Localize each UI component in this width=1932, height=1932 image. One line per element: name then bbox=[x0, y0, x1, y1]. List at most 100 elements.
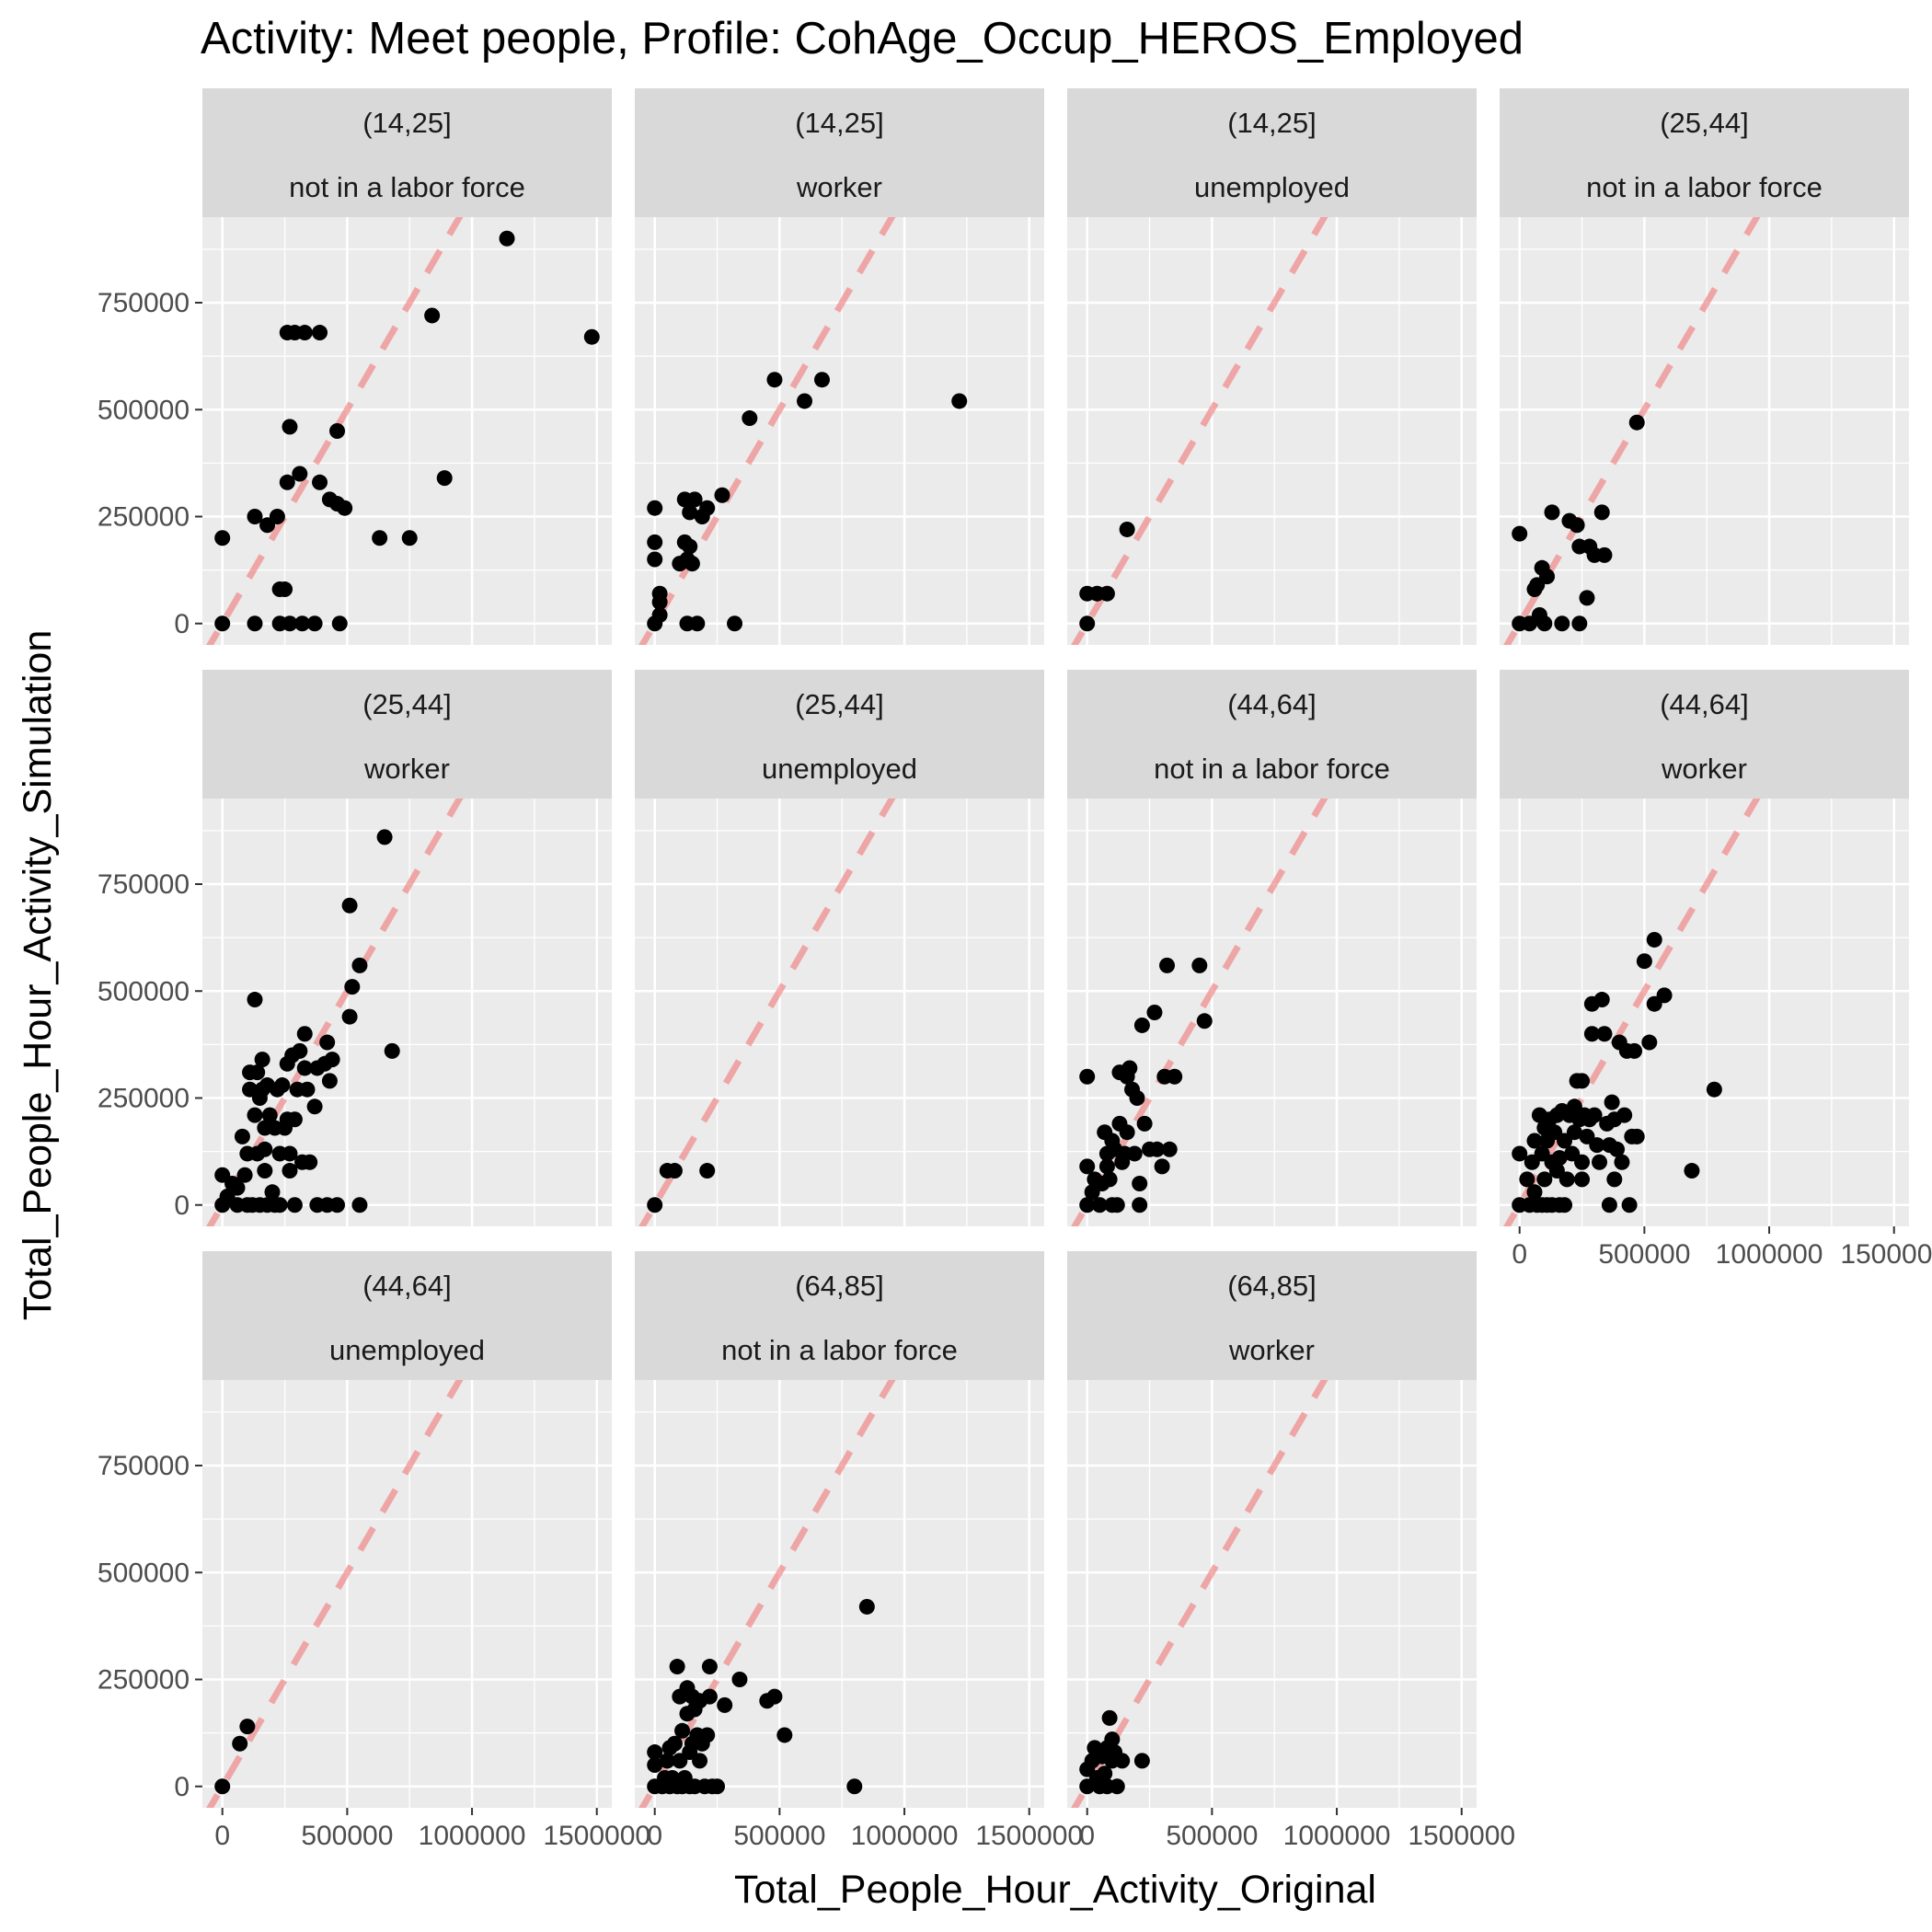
scatter-point bbox=[1154, 1158, 1170, 1175]
facet-strip-occupation-label: not in a labor force bbox=[721, 1334, 958, 1366]
y-tick-label: 250000 bbox=[98, 1665, 190, 1696]
scatter-point bbox=[271, 1197, 288, 1213]
scatter-point bbox=[692, 1753, 708, 1769]
facet-strip-age-label: (44,64] bbox=[362, 1270, 452, 1302]
facet-strip-occupation-label: worker bbox=[363, 753, 450, 785]
y-tick-label: 500000 bbox=[98, 976, 190, 1006]
scatter-point bbox=[1114, 1753, 1131, 1769]
scatter-point bbox=[1526, 1184, 1543, 1201]
scatter-point bbox=[1628, 1128, 1645, 1144]
scatter-point bbox=[257, 1141, 273, 1157]
scatter-point bbox=[647, 551, 663, 568]
y-tick-label: 250000 bbox=[98, 1084, 190, 1114]
facet-strip-age-label: (14,25] bbox=[1227, 107, 1317, 139]
facet-strip-age-label: (25,44] bbox=[362, 688, 452, 720]
scatter-point bbox=[234, 1128, 250, 1144]
identity-reference-line bbox=[206, 1380, 464, 1808]
scatter-point bbox=[1121, 1060, 1138, 1076]
scatter-point bbox=[1079, 1158, 1096, 1175]
scatter-point bbox=[858, 1598, 875, 1615]
scatter-point bbox=[499, 230, 515, 247]
facet-strip-occupation-label: worker bbox=[1228, 1334, 1315, 1366]
x-tick-label: 0 bbox=[1512, 1239, 1527, 1270]
scatter-point bbox=[341, 1008, 358, 1025]
scatter-point bbox=[1583, 1026, 1600, 1042]
scatter-point bbox=[1596, 546, 1613, 563]
scatter-point bbox=[679, 615, 696, 632]
scatter-point bbox=[1636, 953, 1652, 970]
scatter-point bbox=[424, 307, 441, 324]
facet-strip bbox=[635, 1251, 1044, 1380]
facet-panel: (25,44] worker 0 250000 500000 750000 bbox=[98, 670, 612, 1226]
scatter-point bbox=[1133, 1017, 1150, 1033]
facet-panel: (44,64] not in a labor force bbox=[1067, 670, 1477, 1226]
y-tick-label: 0 bbox=[174, 1190, 190, 1221]
scatter-point bbox=[1104, 1731, 1121, 1748]
facet-strip bbox=[202, 1251, 612, 1380]
scatter-point bbox=[1601, 1197, 1617, 1213]
scatter-point bbox=[669, 1659, 685, 1675]
facet-strip bbox=[202, 670, 612, 799]
scatter-point bbox=[666, 1163, 683, 1179]
scatter-point bbox=[254, 1052, 270, 1068]
identity-reference-line bbox=[206, 217, 464, 645]
y-tick-label: 750000 bbox=[98, 869, 190, 900]
x-tick-label: 1500000 bbox=[975, 1821, 1083, 1851]
scatter-point bbox=[351, 957, 368, 973]
scatter-point bbox=[659, 1753, 675, 1769]
scatter-point bbox=[324, 1052, 340, 1068]
facet-strip-age-label: (25,44] bbox=[1660, 107, 1749, 139]
scatter-point bbox=[1606, 1171, 1623, 1188]
scatter-point bbox=[1579, 590, 1595, 606]
scatter-point bbox=[1536, 615, 1553, 632]
identity-reference-line bbox=[638, 799, 896, 1226]
scatter-point bbox=[1554, 615, 1570, 632]
scatter-point bbox=[306, 615, 323, 632]
x-axis-title: Total_People_Hour_Activity_Original bbox=[734, 1868, 1376, 1912]
scatter-point bbox=[299, 1081, 316, 1098]
scatter-point bbox=[282, 615, 298, 632]
facet-panel: (44,64] unemployed 0 250000 500000 750000 0 500… bbox=[98, 1251, 650, 1851]
scatter-point bbox=[296, 1060, 313, 1076]
scatter-point bbox=[351, 1197, 368, 1213]
scatter-point bbox=[1616, 1107, 1633, 1123]
scatter-point bbox=[1079, 615, 1096, 632]
scatter-point bbox=[214, 615, 231, 632]
y-tick-label: 500000 bbox=[98, 395, 190, 425]
facet-strip-age-label: (14,25] bbox=[362, 107, 452, 139]
scatter-point bbox=[296, 1026, 313, 1042]
x-tick-label: 1000000 bbox=[1716, 1239, 1823, 1270]
facet-strip-age-label: (64,85] bbox=[1227, 1270, 1317, 1302]
scatter-point bbox=[766, 372, 783, 388]
identity-reference-line bbox=[1071, 799, 1328, 1226]
scatter-point bbox=[1706, 1081, 1722, 1098]
x-tick-label: 0 bbox=[1079, 1821, 1095, 1851]
scatter-point bbox=[247, 615, 263, 632]
scatter-point bbox=[714, 487, 730, 503]
scatter-point bbox=[1592, 1154, 1608, 1170]
scatter-point bbox=[1574, 1171, 1591, 1188]
facet-strip bbox=[635, 670, 1044, 799]
y-tick-label: 250000 bbox=[98, 502, 190, 533]
facet-panel: (14,25] not in a labor force 0 250000 500000… bbox=[98, 88, 612, 645]
scatter-point bbox=[1593, 992, 1610, 1008]
facet-strip-occupation-label: unemployed bbox=[329, 1334, 485, 1366]
panel-background bbox=[202, 1380, 612, 1808]
scatter-point bbox=[1551, 1150, 1568, 1167]
facet-strip-occupation-label: worker bbox=[1661, 753, 1747, 785]
scatter-point bbox=[1133, 1753, 1150, 1769]
scatter-point bbox=[1079, 1197, 1096, 1213]
scatter-point bbox=[1558, 1171, 1575, 1188]
scatter-point bbox=[1596, 1026, 1613, 1042]
scatter-point bbox=[846, 1778, 863, 1795]
scatter-point bbox=[682, 504, 698, 521]
facet-panel: (64,85] not in a labor force 0 500000 100000… bbox=[635, 1251, 1083, 1851]
facet-strip-age-label: (25,44] bbox=[795, 688, 884, 720]
scatter-point bbox=[1544, 504, 1560, 521]
scatter-point bbox=[1132, 1176, 1148, 1191]
facet-strip-occupation-label: not in a labor force bbox=[289, 171, 525, 203]
scatter-point bbox=[286, 1111, 303, 1128]
scatter-point bbox=[742, 410, 758, 427]
facet-panel: (14,25] worker bbox=[635, 88, 1044, 645]
scatter-point bbox=[312, 474, 328, 490]
